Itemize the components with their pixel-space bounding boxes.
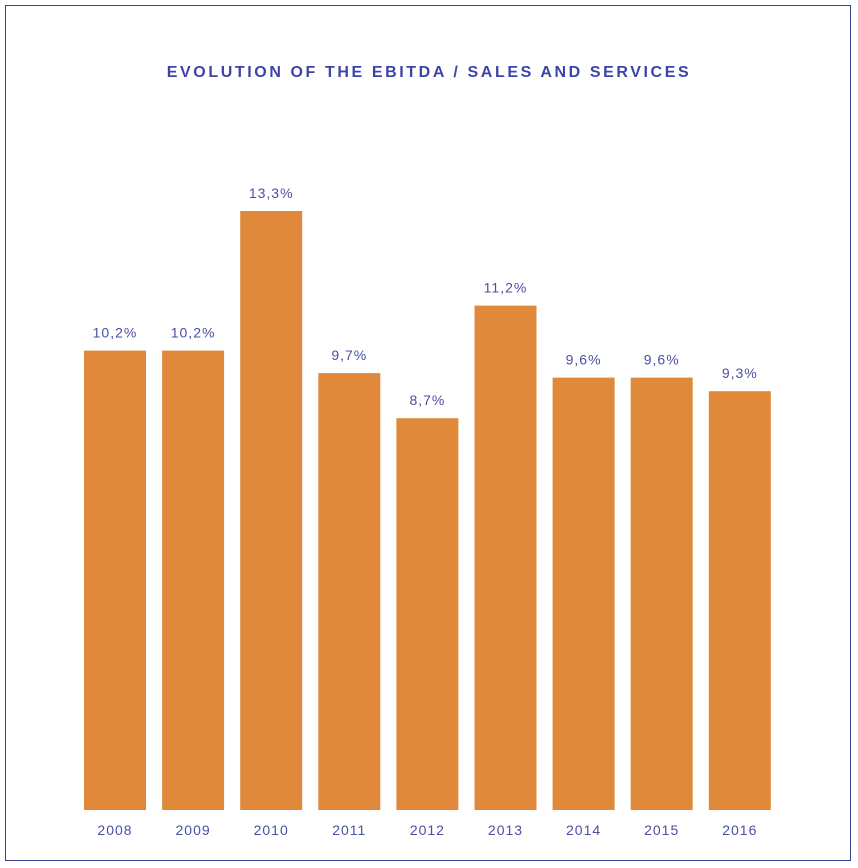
category-label-2016: 2016 — [722, 822, 757, 838]
category-label-2011: 2011 — [332, 822, 366, 838]
bar-2013 — [474, 305, 537, 810]
category-label-2012: 2012 — [410, 822, 445, 838]
value-label-2013: 11,2% — [484, 280, 528, 296]
value-label-2015: 9,6% — [644, 352, 680, 368]
category-label-2014: 2014 — [566, 822, 601, 838]
bar-2014 — [552, 377, 615, 810]
bar-2009 — [162, 350, 225, 810]
bar-2012 — [396, 418, 459, 810]
chart-title: EVOLUTION OF THE EBITDA / SALES AND SERV… — [166, 64, 692, 81]
bar-2008 — [84, 350, 146, 810]
value-label-2016: 9,3% — [722, 365, 758, 381]
chart-frame — [5, 5, 851, 861]
value-label-2009: 10,2% — [171, 325, 216, 341]
category-labels-group: 2008 2009 2010 2011 2012 2013 2014 2015 2016 — [97, 822, 757, 838]
value-label-2011: 9,7% — [331, 347, 367, 363]
value-label-2014: 9,6% — [566, 352, 602, 368]
category-label-2015: 2015 — [644, 822, 679, 838]
value-labels-group: 10,2% 10,2% 13,3% 9,7% 8,7% 11,2% 9,6% 9,6% 9,3% — [93, 185, 758, 408]
bar-2011 — [318, 373, 381, 810]
bar-2016 — [708, 391, 771, 810]
category-label-2008: 2008 — [97, 822, 132, 838]
value-label-2012: 8,7% — [409, 392, 445, 408]
value-label-2010: 13,3% — [249, 185, 294, 201]
bars-group — [84, 211, 771, 810]
bar-2010 — [240, 211, 303, 810]
category-label-2013: 2013 — [488, 822, 523, 838]
category-label-2010: 2010 — [254, 822, 289, 838]
category-label-2009: 2009 — [176, 822, 211, 838]
bar-2015 — [630, 377, 693, 810]
value-label-2008: 10,2% — [93, 325, 138, 341]
